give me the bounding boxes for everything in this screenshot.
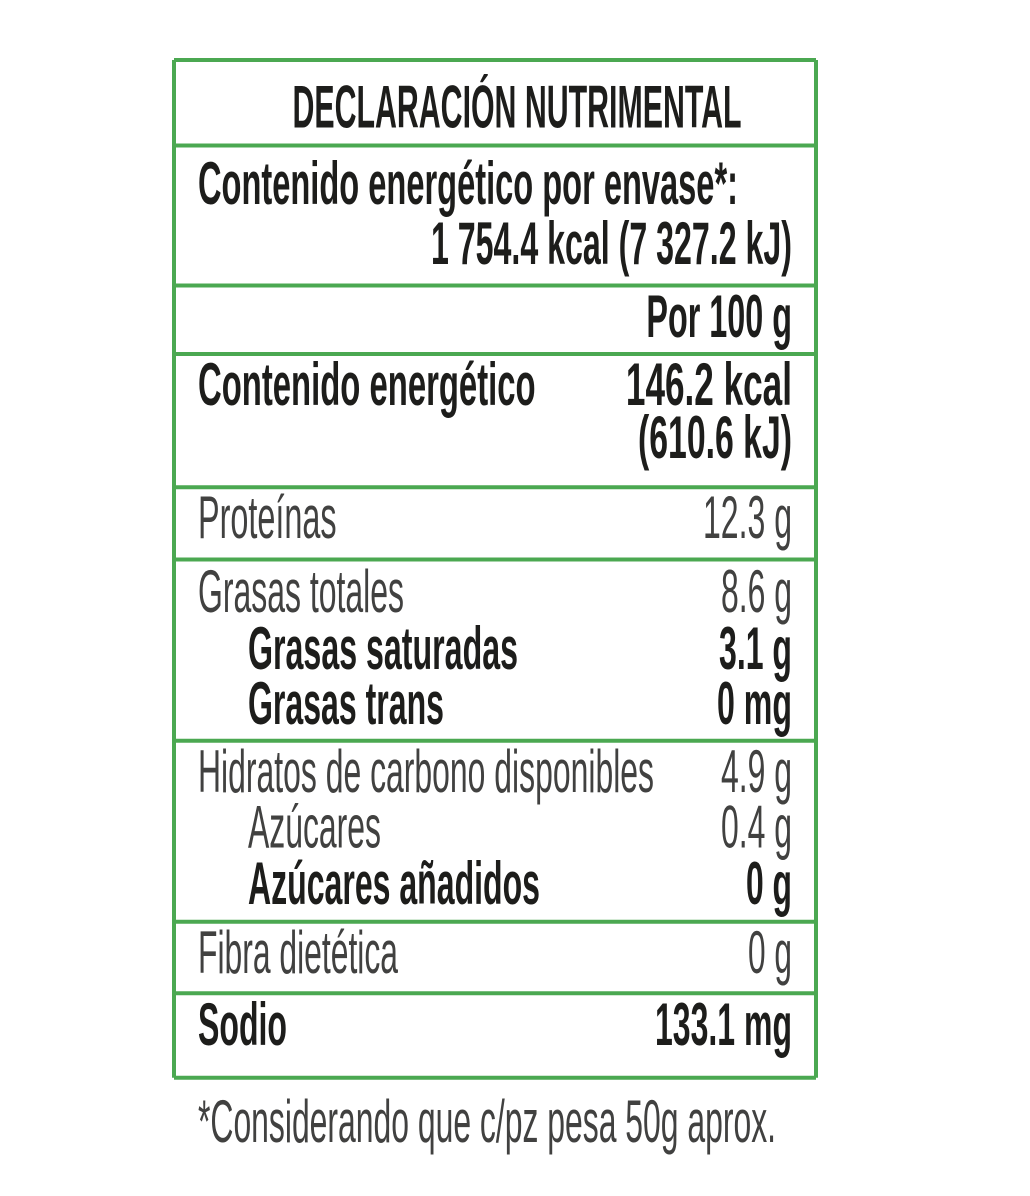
- svg-text:Contenido energético: Contenido energético: [198, 351, 536, 418]
- svg-text:Contenido energético por envas: Contenido energético por envase*:: [198, 150, 738, 217]
- svg-text:1 754.4 kcal (7 327.2 kJ): 1 754.4 kcal (7 327.2 kJ): [431, 210, 792, 277]
- svg-text:133.1 mg: 133.1 mg: [655, 991, 792, 1058]
- svg-text:*Considerando que c/pz pesa 50: *Considerando que c/pz pesa 50g aprox.: [198, 1088, 776, 1155]
- svg-text:Grasas trans: Grasas trans: [248, 670, 444, 737]
- svg-text:0 mg: 0 mg: [717, 670, 792, 737]
- svg-text:0 g: 0 g: [746, 850, 792, 917]
- svg-text:Por 100 g: Por 100 g: [646, 283, 792, 350]
- svg-text:Fibra dietética: Fibra dietética: [198, 919, 398, 986]
- svg-text:DECLARACIÓN NUTRIMENTAL: DECLARACIÓN NUTRIMENTAL: [293, 74, 742, 141]
- svg-text:Proteínas: Proteínas: [198, 484, 337, 551]
- svg-text:0 g: 0 g: [748, 919, 792, 986]
- svg-text:(610.6 kJ): (610.6 kJ): [638, 404, 792, 471]
- svg-text:Azúcares añadidos: Azúcares añadidos: [248, 850, 540, 917]
- svg-text:12.3 g: 12.3 g: [703, 484, 792, 551]
- svg-text:Sodio: Sodio: [198, 991, 287, 1058]
